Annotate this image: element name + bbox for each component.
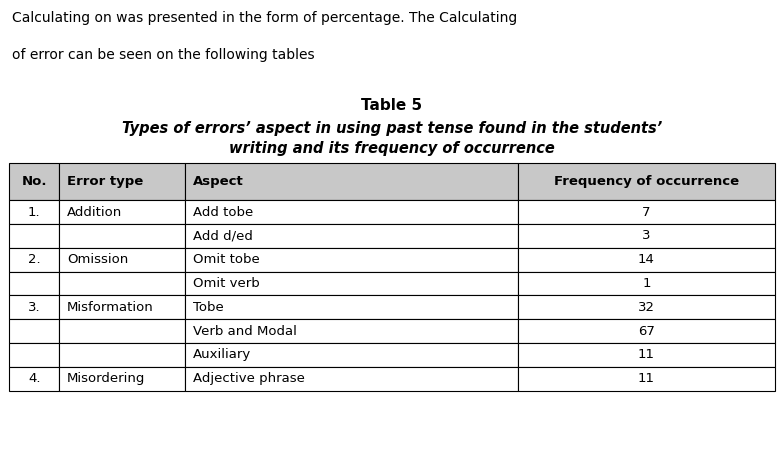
Text: Calculating on was presented in the form of percentage. The Calculating: Calculating on was presented in the form…: [12, 11, 517, 26]
Bar: [59, 343, 185, 367]
Text: Omission: Omission: [67, 253, 129, 266]
Text: Frequency of occurrence: Frequency of occurrence: [554, 175, 739, 188]
Bar: [9, 295, 59, 319]
Text: Misformation: Misformation: [67, 301, 154, 314]
Text: 32: 32: [638, 301, 655, 314]
Text: 4.: 4.: [28, 372, 41, 385]
Bar: [59, 367, 185, 391]
Bar: [518, 200, 775, 224]
Bar: [9, 272, 59, 295]
Text: Omit tobe: Omit tobe: [193, 253, 260, 266]
Bar: [185, 224, 518, 248]
Text: Aspect: Aspect: [193, 175, 244, 188]
Bar: [185, 319, 518, 343]
Text: 3.: 3.: [28, 301, 41, 314]
Text: Error type: Error type: [67, 175, 143, 188]
Bar: [9, 319, 59, 343]
Text: 1: 1: [642, 277, 651, 290]
Text: 11: 11: [638, 372, 655, 385]
Text: Misordering: Misordering: [67, 372, 145, 385]
Text: 67: 67: [638, 325, 655, 338]
Text: of error can be seen on the following tables: of error can be seen on the following ta…: [12, 48, 314, 62]
Bar: [185, 272, 518, 295]
Bar: [59, 319, 185, 343]
Bar: [518, 163, 775, 200]
Text: Adjective phrase: Adjective phrase: [193, 372, 305, 385]
Text: 2.: 2.: [28, 253, 41, 266]
Bar: [518, 248, 775, 272]
Text: Add d/ed: Add d/ed: [193, 229, 253, 242]
Text: Add tobe: Add tobe: [193, 206, 253, 218]
Text: Table 5: Table 5: [361, 98, 423, 114]
Bar: [59, 224, 185, 248]
Text: 3: 3: [642, 229, 651, 242]
Bar: [518, 367, 775, 391]
Text: No.: No.: [21, 175, 47, 188]
Text: 11: 11: [638, 349, 655, 361]
Bar: [9, 248, 59, 272]
Text: Addition: Addition: [67, 206, 122, 218]
Bar: [185, 163, 518, 200]
Bar: [59, 295, 185, 319]
Bar: [185, 248, 518, 272]
Bar: [9, 343, 59, 367]
Text: 1.: 1.: [28, 206, 41, 218]
Bar: [518, 319, 775, 343]
Bar: [59, 272, 185, 295]
Text: Verb and Modal: Verb and Modal: [193, 325, 297, 338]
Text: 7: 7: [642, 206, 651, 218]
Bar: [518, 224, 775, 248]
Bar: [9, 224, 59, 248]
Bar: [185, 200, 518, 224]
Bar: [9, 367, 59, 391]
Text: writing and its frequency of occurrence: writing and its frequency of occurrence: [229, 141, 555, 156]
Bar: [9, 163, 59, 200]
Bar: [59, 200, 185, 224]
Bar: [518, 272, 775, 295]
Text: 14: 14: [638, 253, 655, 266]
Bar: [185, 343, 518, 367]
Text: Omit verb: Omit verb: [193, 277, 260, 290]
Text: Tobe: Tobe: [193, 301, 224, 314]
Bar: [9, 200, 59, 224]
Bar: [59, 248, 185, 272]
Bar: [59, 163, 185, 200]
Bar: [518, 295, 775, 319]
Bar: [185, 295, 518, 319]
Bar: [185, 367, 518, 391]
Text: Types of errors’ aspect in using past tense found in the students’: Types of errors’ aspect in using past te…: [122, 121, 662, 136]
Text: Auxiliary: Auxiliary: [193, 349, 252, 361]
Bar: [518, 343, 775, 367]
